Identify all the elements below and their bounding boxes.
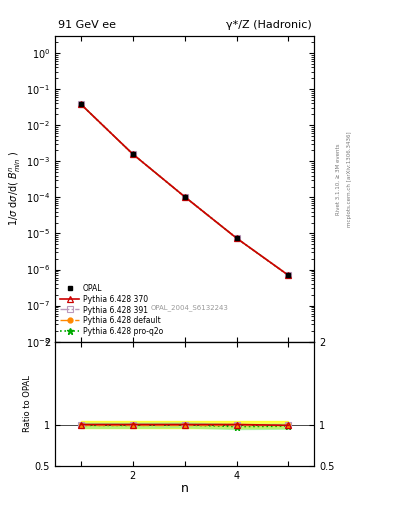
Text: OPAL_2004_S6132243: OPAL_2004_S6132243 bbox=[151, 304, 229, 311]
Y-axis label: Ratio to OPAL: Ratio to OPAL bbox=[23, 375, 32, 432]
Text: γ*/Z (Hadronic): γ*/Z (Hadronic) bbox=[226, 20, 312, 30]
Y-axis label: 1/$\sigma$ d$\sigma$/d( $B^n_{min}$ ): 1/$\sigma$ d$\sigma$/d( $B^n_{min}$ ) bbox=[8, 151, 23, 226]
Text: mcplots.cern.ch [arXiv:1306.3436]: mcplots.cern.ch [arXiv:1306.3436] bbox=[347, 132, 352, 227]
Legend: OPAL, Pythia 6.428 370, Pythia 6.428 391, Pythia 6.428 default, Pythia 6.428 pro: OPAL, Pythia 6.428 370, Pythia 6.428 391… bbox=[59, 282, 164, 338]
Text: Rivet 3.1.10, ≥ 3M events: Rivet 3.1.10, ≥ 3M events bbox=[336, 143, 341, 215]
X-axis label: n: n bbox=[181, 482, 189, 495]
Text: 91 GeV ee: 91 GeV ee bbox=[58, 20, 116, 30]
